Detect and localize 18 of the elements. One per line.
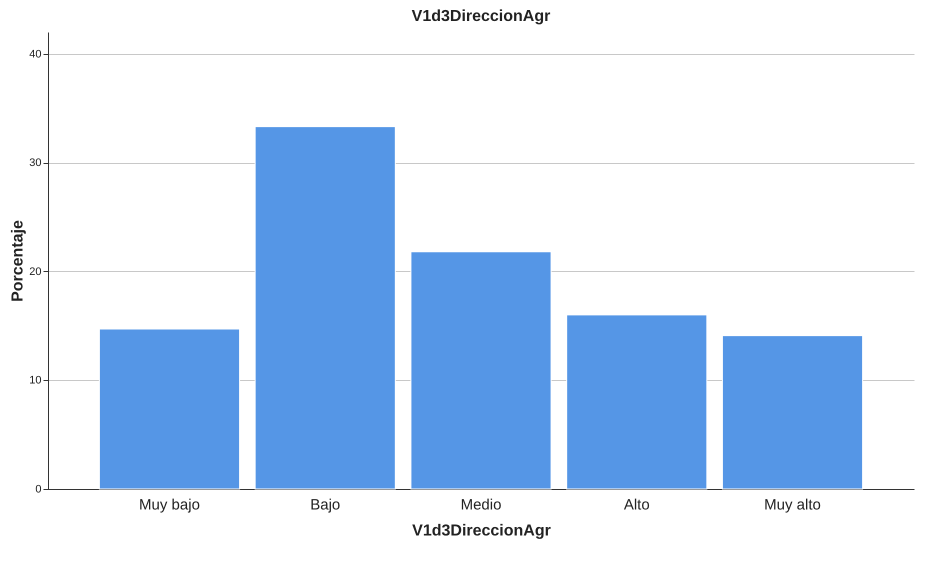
bar (566, 314, 708, 490)
x-tick-label: Alto (624, 496, 650, 514)
x-tick-label: Medio (460, 496, 502, 514)
y-tick-label: 30 (29, 157, 42, 170)
y-tick-label: 0 (35, 484, 42, 496)
bar (254, 126, 396, 490)
x-tick-label: Muy bajo (139, 496, 200, 514)
x-tick-label: Bajo (310, 496, 340, 514)
x-axis-title: V1d3DireccionAgr (412, 522, 551, 540)
x-tick-label: Muy alto (764, 496, 821, 514)
y-tick-label: 10 (29, 374, 42, 387)
y-tick-label: 20 (29, 266, 42, 278)
y-tick-label: 40 (29, 48, 42, 60)
y-axis-title: Porcentaje (9, 220, 26, 302)
bar (410, 251, 552, 490)
bar (98, 328, 240, 490)
chart-title: V1d3DireccionAgr (412, 8, 550, 25)
bar (722, 335, 864, 490)
